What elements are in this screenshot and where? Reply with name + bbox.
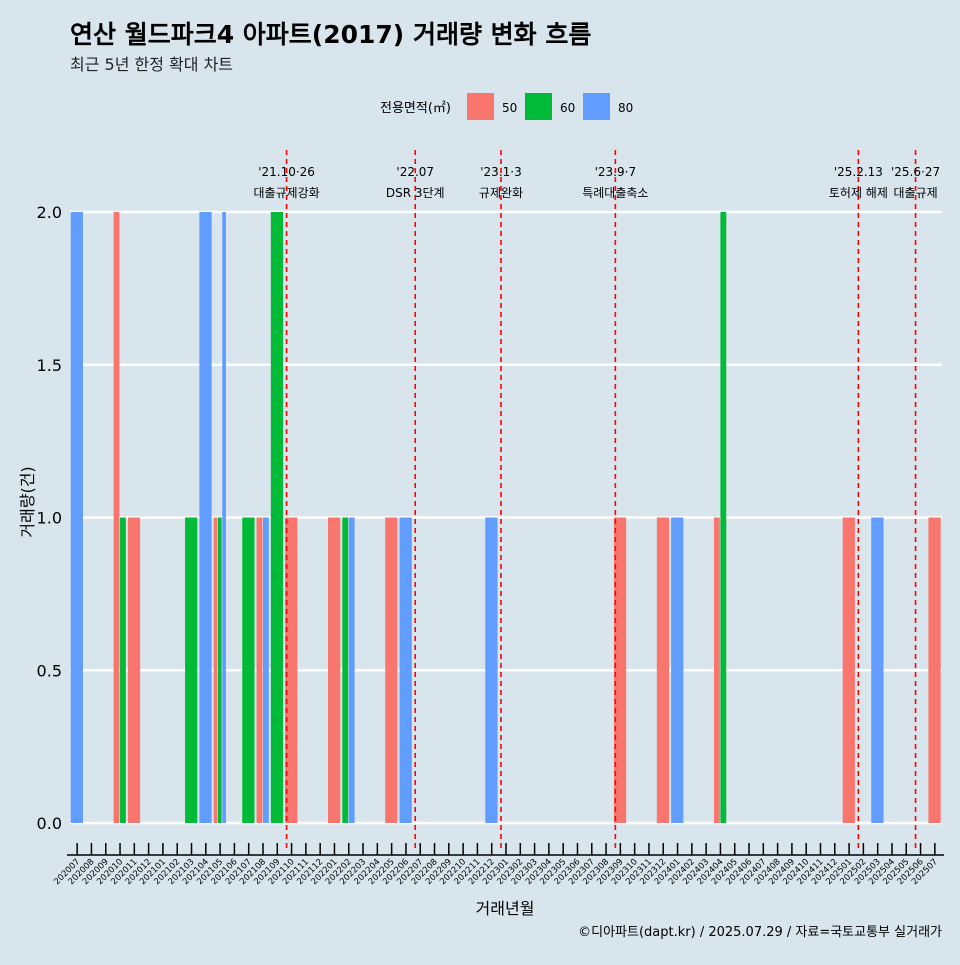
legend-title: 전용면적(㎡) (380, 101, 451, 116)
event-label: 규제완화 (479, 186, 523, 200)
bar-50-202309 (613, 517, 627, 823)
bar-50-202404 (713, 517, 720, 823)
y-axis-label: 거래량(건) (18, 466, 37, 537)
bar-50-202110 (285, 517, 298, 823)
legend-swatch-60 (525, 93, 552, 120)
event-lines: '21.10·26 대출규제강화 '22.07 DSR 3단계 '23.1·3 규제완화 '… (253, 150, 940, 852)
bar-50-202312 (656, 517, 670, 823)
y-tick-label: 1.5 (37, 356, 62, 375)
chart-subtitle: 최근 5년 한정 확대 차트 (70, 55, 233, 74)
bar-80-202202 (348, 517, 355, 823)
y-tick-label: 0.5 (37, 661, 62, 680)
event-label: 토허제 해제 (829, 186, 888, 200)
event-date: '25.2.13 (834, 165, 883, 179)
legend-label-60: 60 (560, 101, 575, 115)
event-date: '22.07 (396, 165, 434, 179)
bar-80-202503 (871, 517, 884, 823)
bars (70, 212, 941, 823)
caption: ©디아파트(dapt.kr) / 2025.07.29 / 자료=국토교통부 실… (578, 925, 942, 940)
event-date: '25.6·27 (891, 165, 940, 179)
bar-60-202010 (120, 517, 126, 823)
event-label: 대출규제강화 (253, 186, 319, 200)
bar-60-202404 (720, 212, 727, 823)
bar-80-202104 (199, 212, 212, 823)
y-tick-label: 0.0 (37, 814, 62, 833)
bar-60-202109 (270, 212, 284, 823)
event-date: '23.1·3 (480, 165, 521, 179)
event-label: 특례대출축소 (582, 186, 648, 200)
bar-50-202011 (127, 517, 141, 823)
legend-label-50: 50 (502, 101, 517, 115)
bar-50-202507 (928, 517, 941, 823)
y-tick-label: 1.0 (37, 509, 62, 528)
event-label: DSR 3단계 (386, 186, 445, 200)
y-tick-label: 2.0 (37, 203, 62, 222)
bar-80-202212 (485, 517, 498, 823)
event-date: '23.9·7 (595, 165, 636, 179)
legend-swatch-80 (583, 93, 610, 120)
bar-60-202103 (185, 517, 198, 823)
chart-title: 연산 월드파크4 아파트(2017) 거래량 변화 흐름 (70, 20, 591, 49)
bar-50-202108 (256, 517, 263, 823)
legend-label-80: 80 (618, 101, 633, 115)
bar-80-202206 (399, 517, 412, 823)
bar-80-202007 (70, 212, 83, 823)
bar-60-202202 (342, 517, 349, 823)
event-label: 대출규제 (893, 186, 937, 200)
legend: 전용면적(㎡) 50 60 80 (380, 93, 633, 120)
x-axis-label: 거래년월 (476, 899, 535, 918)
bar-80-202108 (262, 517, 269, 823)
event-date: '21.10·26 (258, 165, 315, 179)
x-axis: 2020072020082020092020102020112020122021… (52, 843, 944, 887)
bar-50-202205 (385, 517, 398, 823)
bar-50-202501 (842, 517, 855, 823)
bar-50-202105 (213, 517, 218, 823)
bar-80-202105 (222, 212, 226, 823)
bar-50-202201 (328, 517, 341, 823)
bar-60-202105 (217, 517, 222, 823)
bar-60-202107 (242, 517, 255, 823)
legend-swatch-50 (467, 93, 494, 120)
y-axis: 0.0 0.5 1.0 1.5 2.0 (37, 203, 62, 833)
bar-80-202401 (671, 517, 684, 823)
bar-50-202010 (113, 212, 120, 823)
